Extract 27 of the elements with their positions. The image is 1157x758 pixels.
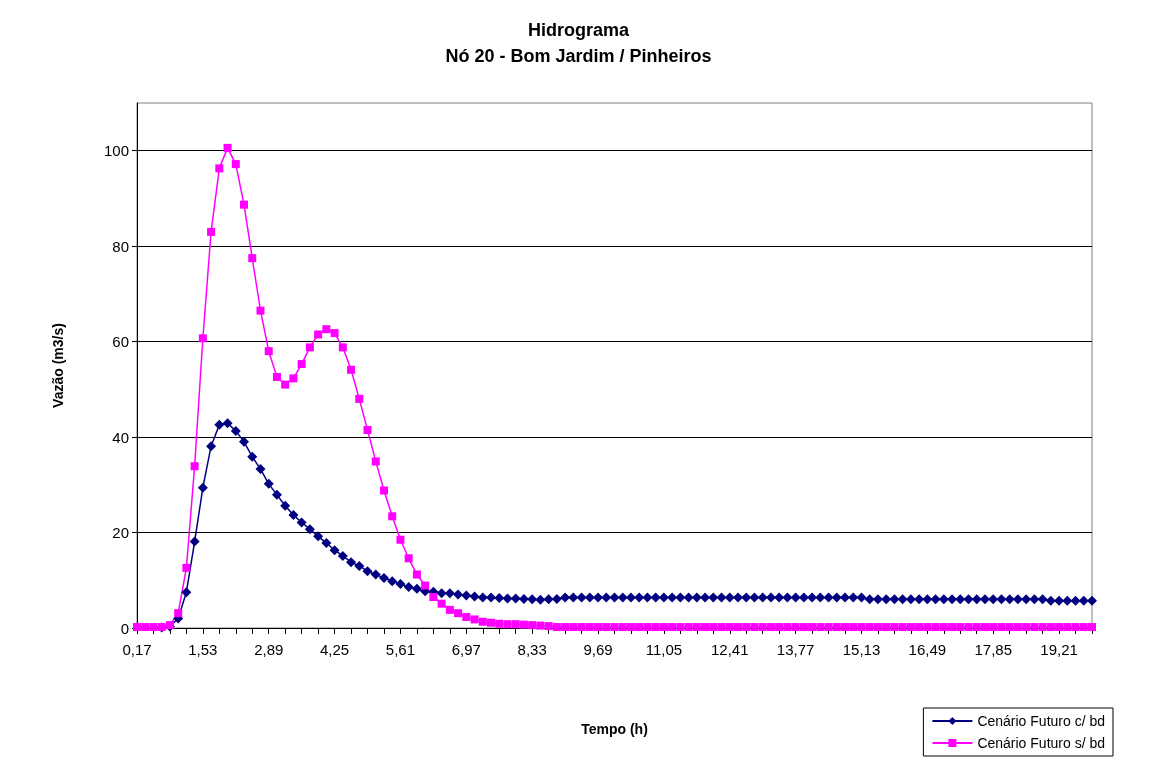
chart-title: Hidrograma [527, 20, 630, 40]
x-tick-label: 2,89 [254, 641, 284, 658]
x-tick-label: 6,97 [451, 641, 481, 658]
y-tick-label: 20 [112, 524, 129, 542]
y-tick-label: 80 [112, 237, 129, 255]
y-tick-label: 0 [120, 619, 129, 637]
x-tick-label: 1,53 [188, 641, 218, 658]
x-tick-label: 19,21 [1040, 641, 1078, 658]
x-tick-label: 12,41 [710, 641, 749, 658]
legend-label: Cenário Futuro c/ bd [977, 713, 1105, 729]
chart-subtitle: Nó 20 - Bom Jardim / Pinheiros [445, 46, 712, 66]
y-tick-label: 60 [112, 333, 129, 351]
legend-label: Cenário Futuro s/ bd [977, 735, 1105, 751]
x-tick-label: 8,33 [517, 641, 547, 658]
x-tick-label: 16,49 [908, 641, 947, 658]
x-axis-title: Tempo (h) [581, 721, 648, 737]
y-tick-label: 40 [112, 428, 129, 446]
x-tick-label: 13,77 [776, 641, 815, 658]
x-tick-label: 11,05 [645, 641, 683, 658]
y-axis-title: Vazão (m3/s) [50, 323, 66, 408]
x-tick-label: 0,17 [122, 641, 152, 658]
x-tick-label: 15,13 [842, 641, 881, 658]
x-tick-label: 4,25 [319, 641, 350, 658]
x-tick-label: 17,85 [974, 641, 1012, 658]
y-tick-label: 100 [103, 142, 129, 160]
x-tick-label: 5,61 [385, 641, 416, 658]
x-tick-label: 9,69 [583, 641, 613, 658]
